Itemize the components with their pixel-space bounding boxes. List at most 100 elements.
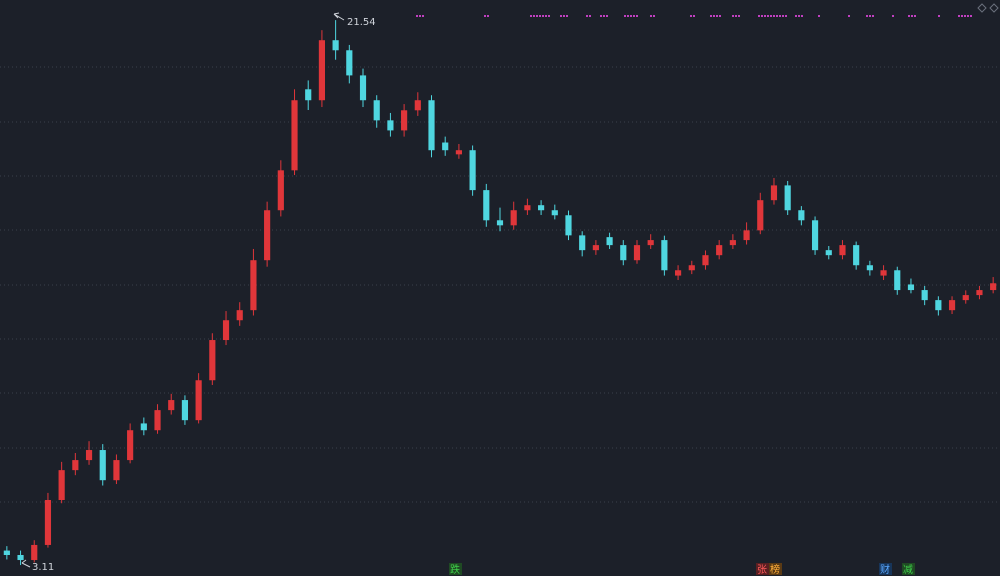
candle-body [579,235,586,251]
candle-body [675,270,682,276]
signal-dot [600,15,602,17]
candle-body [332,40,339,51]
signal-dot [964,15,966,17]
candle-body [469,150,476,191]
signal-dot [914,15,916,17]
candle-body [250,260,257,311]
signal-dot [776,15,778,17]
corner-icon[interactable] [977,3,999,13]
candle-body [85,450,93,461]
signal-dot [530,15,532,17]
markers: 跌 张 榜 财 减 [449,563,915,576]
signal-dot [416,15,418,17]
marker-box [879,563,892,575]
candle-body [880,270,887,276]
candle-body [894,270,901,291]
signal-dot [761,15,763,17]
signal-dot [589,15,591,17]
signal-dot [563,15,565,17]
signal-dot [785,15,787,17]
candle-body [702,255,709,266]
signal-dot [869,15,871,17]
candle-body [168,400,175,411]
candle-body [291,100,298,171]
signal-dot [911,15,913,17]
signal-dot [603,15,605,17]
candle-body [647,240,654,246]
candle-body [592,245,599,251]
candle-body [31,544,38,561]
signal-dot [560,15,562,17]
signal-dot [738,15,740,17]
candle-body [99,450,106,481]
signal-dot [650,15,652,17]
signal-dot [782,15,784,17]
signal-dot [716,15,718,17]
candle-body [948,300,956,311]
candle-body [811,220,819,251]
candle-body [181,400,189,421]
candle-body [387,120,394,131]
candle-body [72,460,79,471]
signal-dot [848,15,850,17]
signal-dot [719,15,721,17]
signal-dot [892,15,894,17]
signal-dot [872,15,874,17]
candle-body [305,89,312,101]
candle-body [661,240,668,271]
signal-dot [545,15,547,17]
candle-body [277,170,284,211]
candle-body [620,245,627,261]
candle-body [716,245,723,256]
candle-body [442,142,449,151]
candle-body [209,340,216,381]
signal-dot [533,15,535,17]
candle-body [414,100,421,111]
signal-dot [967,15,969,17]
marker: 榜 [770,563,780,576]
signal-dot [866,15,868,17]
signal-dot [710,15,712,17]
signal-dots [416,15,972,17]
candle-body [3,550,10,556]
candle-body [264,210,271,261]
candle-body [825,250,832,256]
candle-body [154,410,161,431]
signal-dot [693,15,695,17]
candle-body [401,110,408,131]
signal-dot [818,15,820,17]
candle-body [222,320,230,341]
signal-dot [636,15,638,17]
signal-dot [566,15,568,17]
marker: 减 [903,564,913,576]
candle-body [195,380,202,421]
signal-dot [795,15,797,17]
signal-dot [735,15,737,17]
candle-body [373,100,380,121]
candle-body [538,205,545,211]
marker: 跌 [450,563,460,576]
candle-body [866,265,873,271]
marker-box [449,563,462,575]
signal-dot [484,15,486,17]
candle-body [729,240,736,246]
candle-body [976,290,983,296]
candle-body [743,230,750,241]
signal-dot [586,15,588,17]
signal-dot [958,15,960,17]
signal-dot [779,15,781,17]
candle-body [784,185,791,211]
candle-body [565,215,572,236]
signal-dot [653,15,655,17]
signal-dot [770,15,772,17]
candle-body [633,245,641,261]
signal-dot [606,15,608,17]
candle-body [510,210,517,226]
min-arrow [21,559,31,568]
signal-dot [713,15,715,17]
min-label: 3.11 [32,562,54,573]
candle-body [236,310,243,321]
signal-dot [487,15,489,17]
